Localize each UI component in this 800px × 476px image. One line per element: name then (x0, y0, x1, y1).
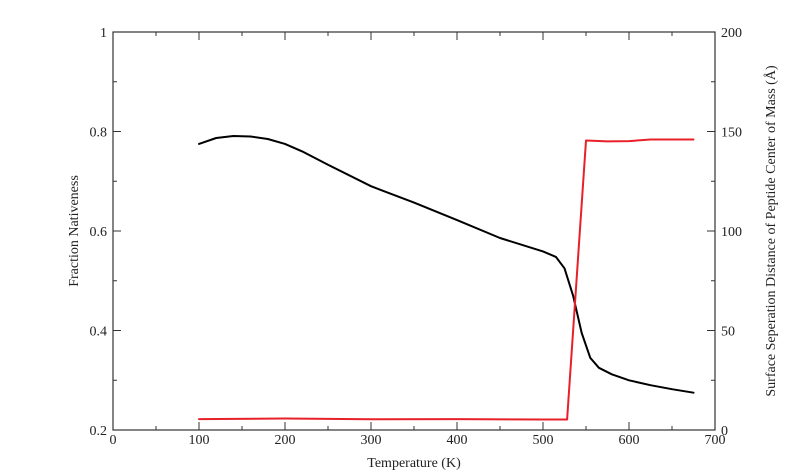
x-tick-label: 300 (361, 433, 382, 448)
y-right-tick-label: 50 (721, 325, 735, 340)
x-axis-title: Temperature (K) (367, 456, 461, 471)
y-right-tick-label: 200 (721, 26, 742, 41)
y-left-tick-label: 0.4 (90, 325, 108, 340)
x-tick-label: 700 (705, 433, 726, 448)
y-axis-left-title: Fraction Nativeness (67, 175, 82, 287)
series-line-fraction-nativeness (198, 135, 695, 394)
x-tick-label: 200 (275, 433, 296, 448)
y-right-tick-label: 100 (721, 225, 742, 240)
y-left-tick-label: 1 (100, 26, 107, 41)
series-line-surface-separation (198, 138, 695, 421)
plot-frame (112, 31, 716, 431)
y-left-tick-label: 0.6 (90, 225, 108, 240)
x-tick-label: 0 (110, 433, 117, 448)
x-tick-label: 600 (619, 433, 640, 448)
x-tick-label: 100 (189, 433, 210, 448)
y-axis-right-title: Surface Seperation Distance of Peptide C… (763, 65, 779, 397)
y-right-tick-label: 150 (721, 126, 742, 141)
x-tick-label: 500 (533, 433, 554, 448)
x-tick-label: 400 (447, 433, 468, 448)
y-right-tick-label: 0 (721, 424, 728, 439)
y-left-tick-label: 0.2 (90, 424, 108, 439)
y-left-tick-label: 0.8 (90, 126, 108, 141)
